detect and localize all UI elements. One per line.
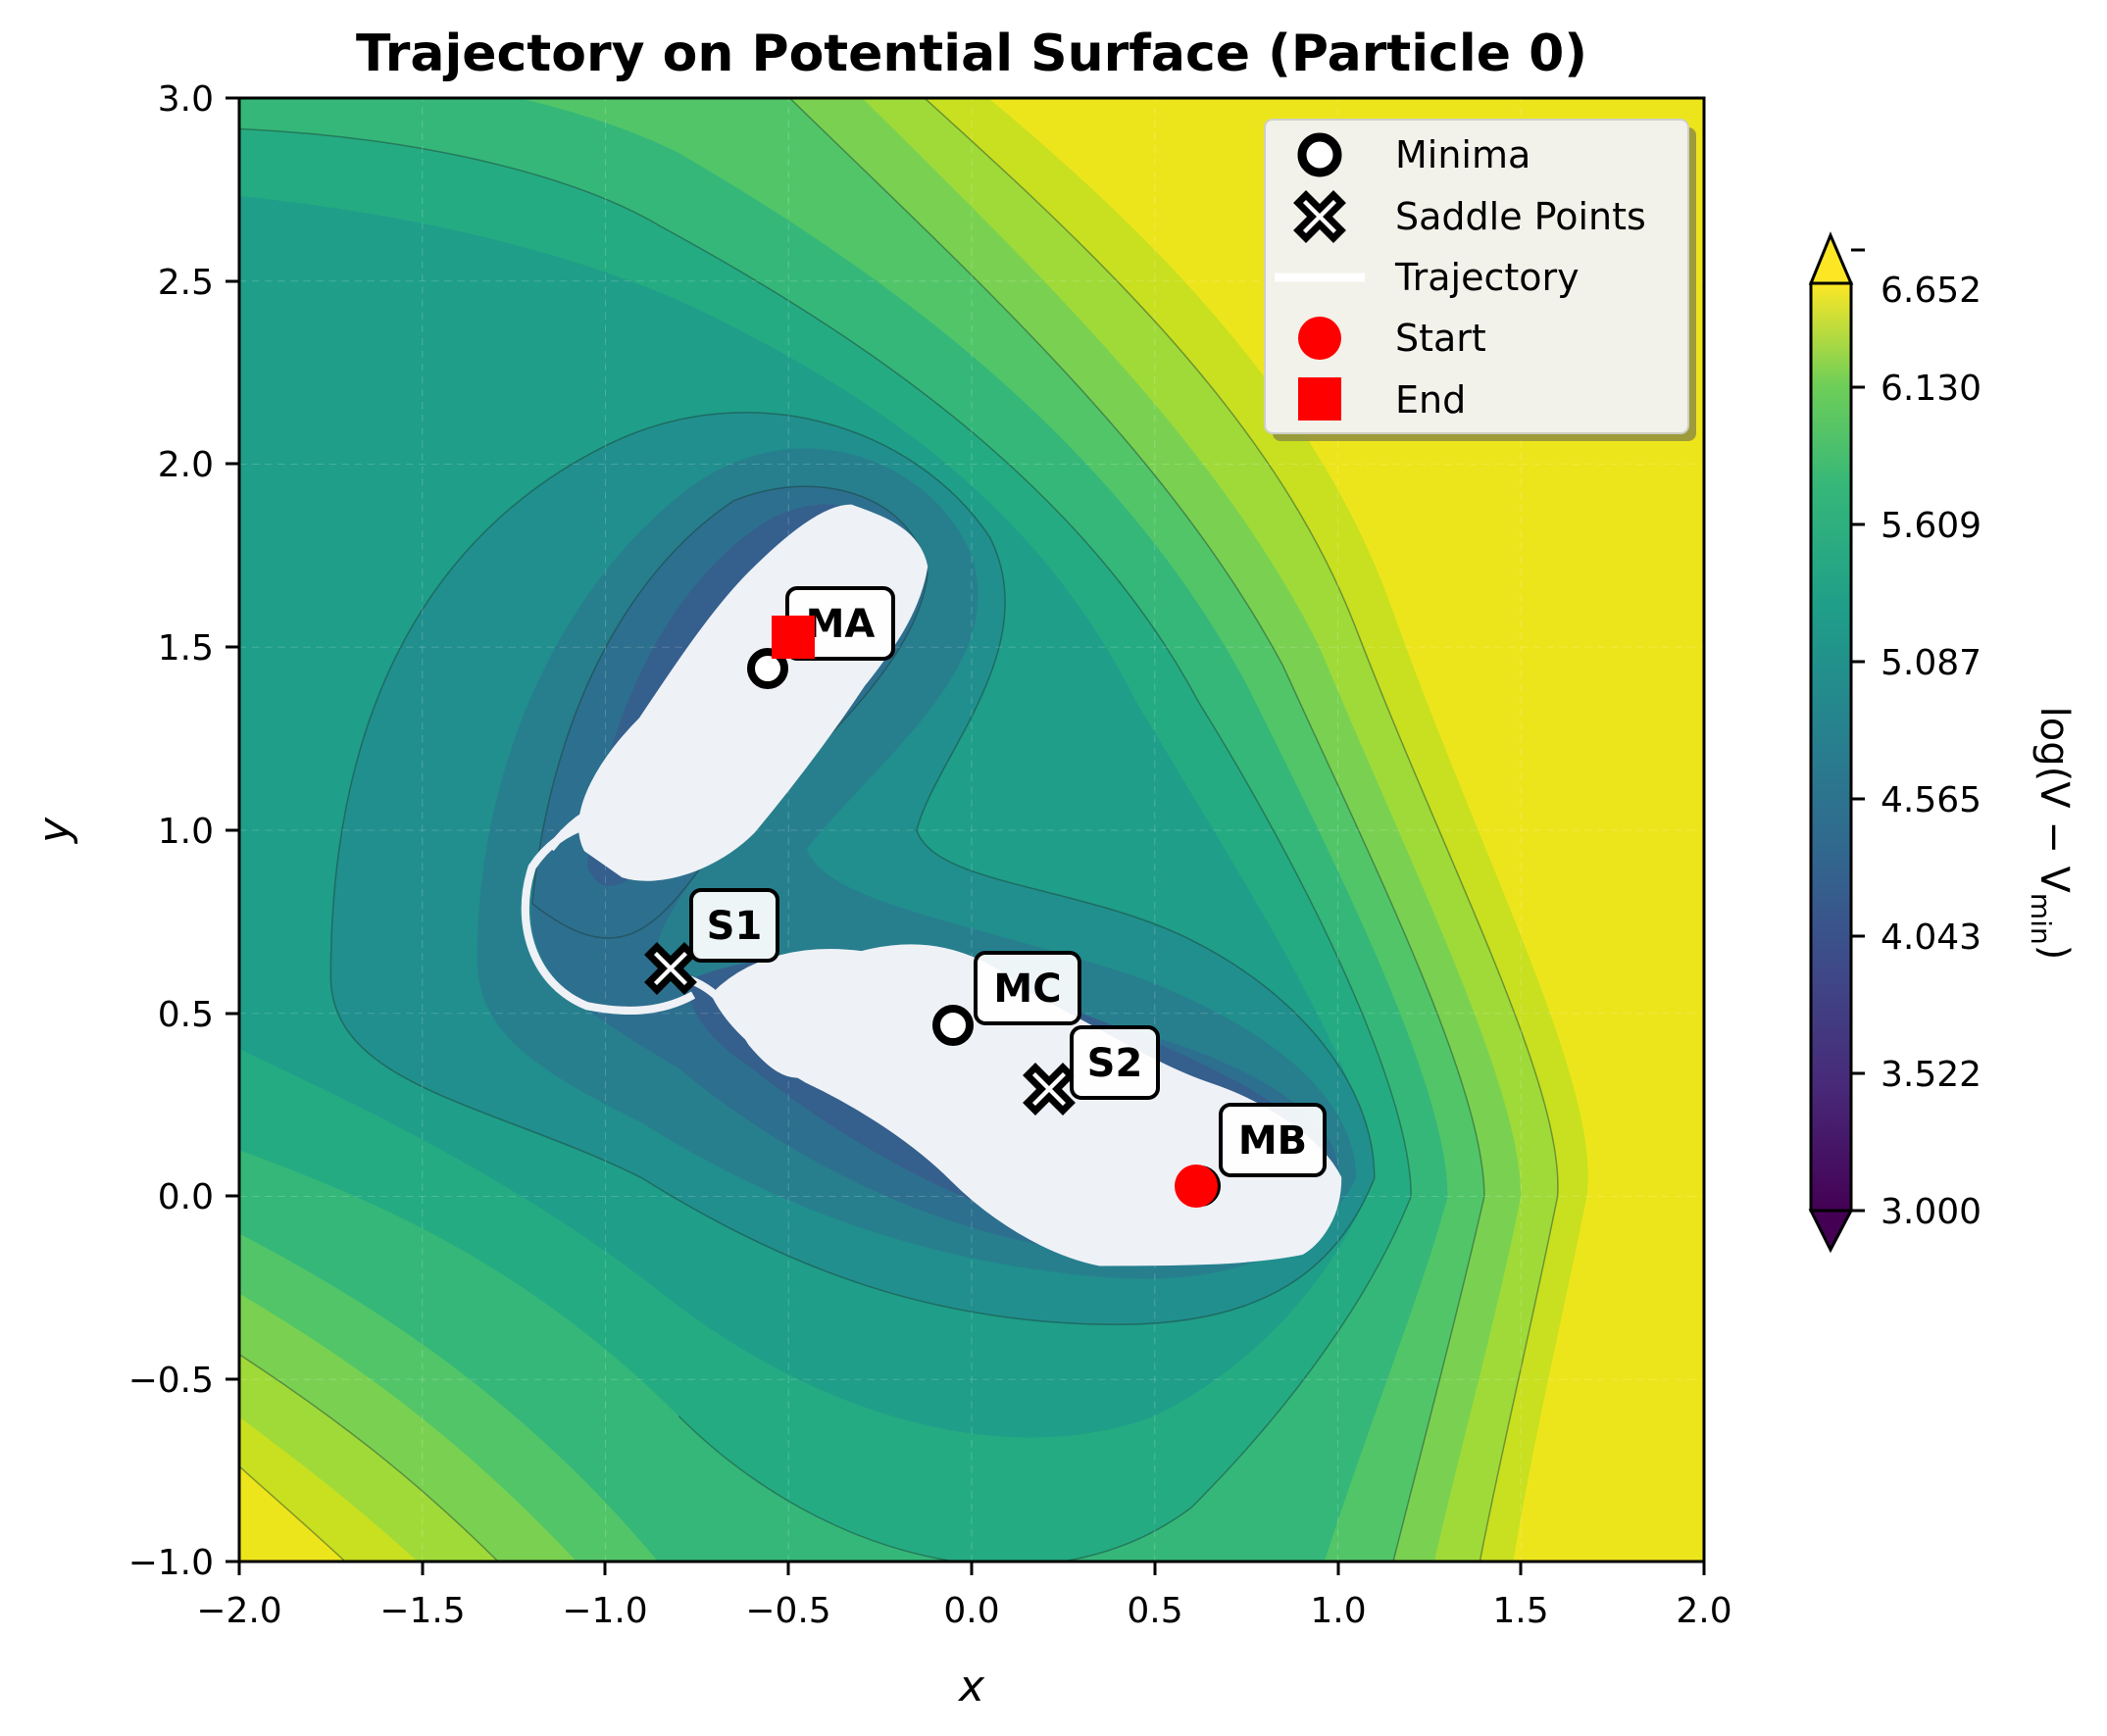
legend-start-label: Start — [1395, 317, 1486, 360]
saddle-s2-marker — [1023, 1063, 1076, 1116]
legend-end-icon — [1298, 377, 1341, 421]
svg-text:0.5: 0.5 — [158, 995, 214, 1035]
svg-text:4.565: 4.565 — [1881, 780, 1982, 820]
svg-text:4.043: 4.043 — [1881, 918, 1982, 958]
svg-text:MA: MA — [806, 602, 876, 647]
legend-minima-label: Minima — [1395, 133, 1530, 176]
svg-text:3.0: 3.0 — [158, 79, 214, 120]
svg-text:2.0: 2.0 — [158, 445, 214, 485]
svg-text:1.5: 1.5 — [1492, 1591, 1548, 1631]
contour-plot-area: MA S1 MC S2 MB Minima Saddle Po — [239, 98, 1704, 1562]
svg-text:−1.0: −1.0 — [128, 1543, 214, 1583]
trajectory-start-marker — [1175, 1165, 1218, 1208]
saddle-markers — [644, 942, 1076, 1116]
legend-saddle-label: Saddle Points — [1395, 195, 1646, 238]
svg-text:S1: S1 — [707, 904, 763, 949]
svg-text:1.0: 1.0 — [158, 812, 214, 852]
svg-text:3.000: 3.000 — [1881, 1192, 1982, 1232]
y-axis — [226, 96, 239, 1563]
svg-text:1.5: 1.5 — [158, 628, 214, 669]
svg-text:S2: S2 — [1087, 1041, 1143, 1086]
svg-text:6.652: 6.652 — [1881, 271, 1982, 311]
svg-text:MB: MB — [1238, 1118, 1307, 1164]
minimum-mc-marker — [932, 1005, 974, 1046]
svg-text:−1.5: −1.5 — [379, 1591, 465, 1631]
legend-start-icon — [1298, 317, 1341, 360]
svg-text:0.0: 0.0 — [158, 1177, 214, 1217]
annotation-s1: S1 — [689, 888, 779, 963]
annotation-s2: S2 — [1070, 1025, 1160, 1100]
trajectory-end-marker-overlay — [772, 616, 815, 659]
legend: Minima Saddle Points Trajectory Start En… — [1264, 119, 1696, 441]
y-axis-label: y — [29, 817, 79, 845]
legend-minima-icon — [1297, 132, 1342, 177]
svg-text:1.0: 1.0 — [1310, 1591, 1366, 1631]
legend-saddle-icon — [1293, 190, 1346, 243]
svg-text:−2.0: −2.0 — [196, 1591, 281, 1631]
colorbar-upper-extend — [1808, 231, 1854, 285]
chart-title: Trajectory on Potential Surface (Particl… — [356, 25, 1587, 83]
x-axis — [237, 1562, 1706, 1575]
svg-text:6.130: 6.130 — [1881, 369, 1982, 409]
x-tick-labels: −2.0 −1.5 −1.0 −0.5 0.0 0.5 1.0 1.5 2.0 — [196, 1591, 1731, 1631]
x-axis-label: x — [957, 1662, 985, 1711]
svg-text:2.0: 2.0 — [1676, 1591, 1731, 1631]
y-tick-labels: −1.0 −0.5 0.0 0.5 1.0 1.5 2.0 2.5 3.0 — [128, 79, 214, 1583]
svg-text:5.609: 5.609 — [1881, 506, 1982, 546]
svg-text:0.0: 0.0 — [943, 1591, 999, 1631]
annotation-mb: MB — [1219, 1103, 1327, 1177]
legend-trajectory-label: Trajectory — [1394, 256, 1580, 299]
colorbar-label: log(V − Vmin) — [2025, 707, 2077, 961]
colorbar: 3.000 3.522 4.043 4.565 5.087 5.609 6.13… — [1808, 231, 2077, 1254]
svg-text:−0.5: −0.5 — [128, 1361, 214, 1401]
svg-text:−1.0: −1.0 — [562, 1591, 647, 1631]
svg-text:2.5: 2.5 — [158, 263, 214, 303]
saddle-s1-marker — [644, 942, 697, 995]
minimum-ma-marker — [747, 648, 788, 689]
svg-text:MC: MC — [993, 967, 1061, 1012]
colorbar-lower-extend — [1808, 1209, 1854, 1254]
svg-text:0.5: 0.5 — [1127, 1591, 1182, 1631]
legend-end-label: End — [1395, 378, 1466, 422]
svg-text:5.087: 5.087 — [1881, 643, 1982, 683]
svg-text:−0.5: −0.5 — [745, 1591, 830, 1631]
annotation-mc: MC — [974, 951, 1081, 1025]
svg-text:3.522: 3.522 — [1881, 1055, 1982, 1095]
